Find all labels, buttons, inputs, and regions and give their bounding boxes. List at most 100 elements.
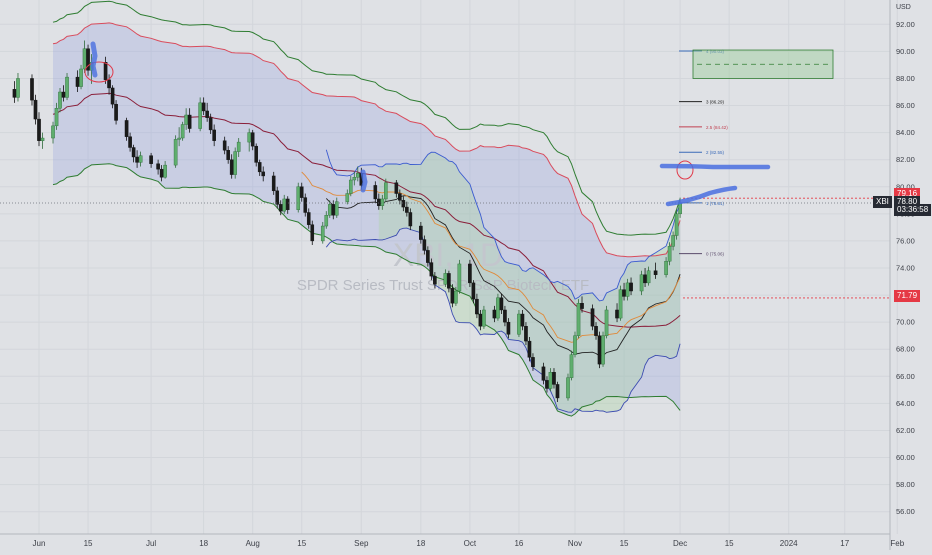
x-tick-label: 18 [416, 539, 425, 548]
candle-body [408, 212, 413, 227]
annotations [0, 41, 890, 299]
candle-body [580, 303, 584, 309]
candle-body [468, 263, 472, 284]
y-tick-label: 92.00 [896, 20, 915, 29]
fib-level-label: 2.5 (84.42) [706, 125, 728, 130]
candle-body [454, 290, 458, 304]
candle-body [618, 289, 623, 319]
candle-body [601, 335, 605, 365]
candle-body [128, 136, 132, 148]
candle-body [674, 213, 679, 236]
candle-body [51, 125, 55, 139]
annotation-circle [84, 61, 114, 83]
y-tick-label: 66.00 [896, 372, 915, 381]
candle-body [149, 155, 153, 164]
candle-body [524, 326, 528, 342]
candle-body [555, 384, 560, 399]
candle-body [331, 204, 336, 216]
watermark-description: SPDR Series Trust SPDR S&P Biotech ETF [297, 277, 589, 294]
candle-body [75, 76, 80, 87]
candle-body [471, 282, 476, 300]
x-tick-label: 16 [514, 539, 523, 548]
candle-body [250, 132, 255, 147]
candle-body [233, 151, 237, 175]
x-tick-label: Nov [568, 539, 582, 548]
candle-body [422, 239, 427, 251]
fib-level-label: 0 (75.06) [706, 252, 725, 257]
candle-body [275, 190, 280, 205]
candle-body [597, 335, 602, 365]
candle-body [310, 224, 315, 242]
x-tick-label: 15 [84, 539, 93, 548]
candle-body [527, 340, 532, 358]
short-lower-line [325, 227, 681, 413]
candle-body [82, 48, 87, 70]
candle-body [478, 313, 483, 327]
candle-body [499, 297, 504, 311]
y-tick-label: 82.00 [896, 155, 915, 164]
y-tick-label: 62.00 [896, 426, 915, 435]
candle-body [450, 288, 455, 304]
y-tick-label: 70.00 [896, 318, 915, 327]
time-axis[interactable]: Jun 15 Jul 18 Aug 15 Sep 18 Oct 16 Nov 15 Dec 15 2024 1… [0, 533, 905, 548]
candle-body [33, 99, 38, 120]
candle-body [433, 275, 437, 285]
candle-body [667, 246, 672, 262]
candle-body [320, 225, 325, 242]
candle-body [352, 177, 357, 181]
candle-body [65, 76, 69, 98]
countdown-tag: 03:36:58 [894, 204, 932, 216]
candle-body [205, 110, 209, 118]
candle-body [573, 335, 577, 355]
candle-body [604, 309, 609, 336]
candle-body [475, 298, 479, 315]
y-tick-label: 86.00 [896, 101, 915, 110]
candle-body [622, 289, 626, 297]
candle-body [107, 79, 111, 89]
upper-band-line [52, 22, 681, 258]
candle-body [254, 145, 259, 163]
candle-body [198, 102, 202, 129]
y-tick-label: 74.00 [896, 264, 915, 273]
middle-band-line [52, 92, 681, 328]
candle-body [355, 173, 360, 178]
x-tick-label: 2024 [780, 539, 798, 548]
candle-body [303, 197, 308, 213]
candle-body [373, 185, 378, 200]
candle-body [257, 162, 262, 173]
candle-body [639, 274, 644, 292]
candle-body [517, 313, 521, 335]
annotation-circle [676, 160, 694, 180]
candle-body [201, 102, 206, 112]
candle-body [506, 321, 511, 335]
candle-body [380, 198, 385, 206]
currency-label: USD [896, 4, 911, 11]
candle-body [552, 372, 556, 385]
y-tick-label: 64.00 [896, 399, 915, 408]
candle-body [426, 250, 430, 263]
x-tick-label: Jul [146, 539, 156, 548]
candle-body [492, 309, 497, 319]
candle-body [61, 91, 66, 98]
candle-body [653, 270, 658, 275]
fib-level-label: 1 (78.81) [706, 201, 725, 206]
fib-level-label: 3 (86.29) [706, 100, 725, 105]
candle-body [625, 282, 630, 297]
candle-body [299, 186, 304, 198]
candles [12, 40, 682, 403]
x-tick-label: Jun [33, 539, 46, 548]
candle-body [394, 182, 399, 194]
candle-body [222, 140, 227, 151]
candle-body [282, 198, 287, 212]
candle-body [629, 282, 633, 292]
x-tick-label: 17 [840, 539, 849, 548]
candle-body [124, 120, 129, 137]
candle-body [226, 150, 230, 160]
y-tick-label: 58.00 [896, 480, 915, 489]
candle-body [384, 182, 388, 200]
candle-body [405, 206, 409, 213]
fib-level-label: 2 (82.55) [706, 150, 725, 155]
candle-body [58, 91, 62, 109]
